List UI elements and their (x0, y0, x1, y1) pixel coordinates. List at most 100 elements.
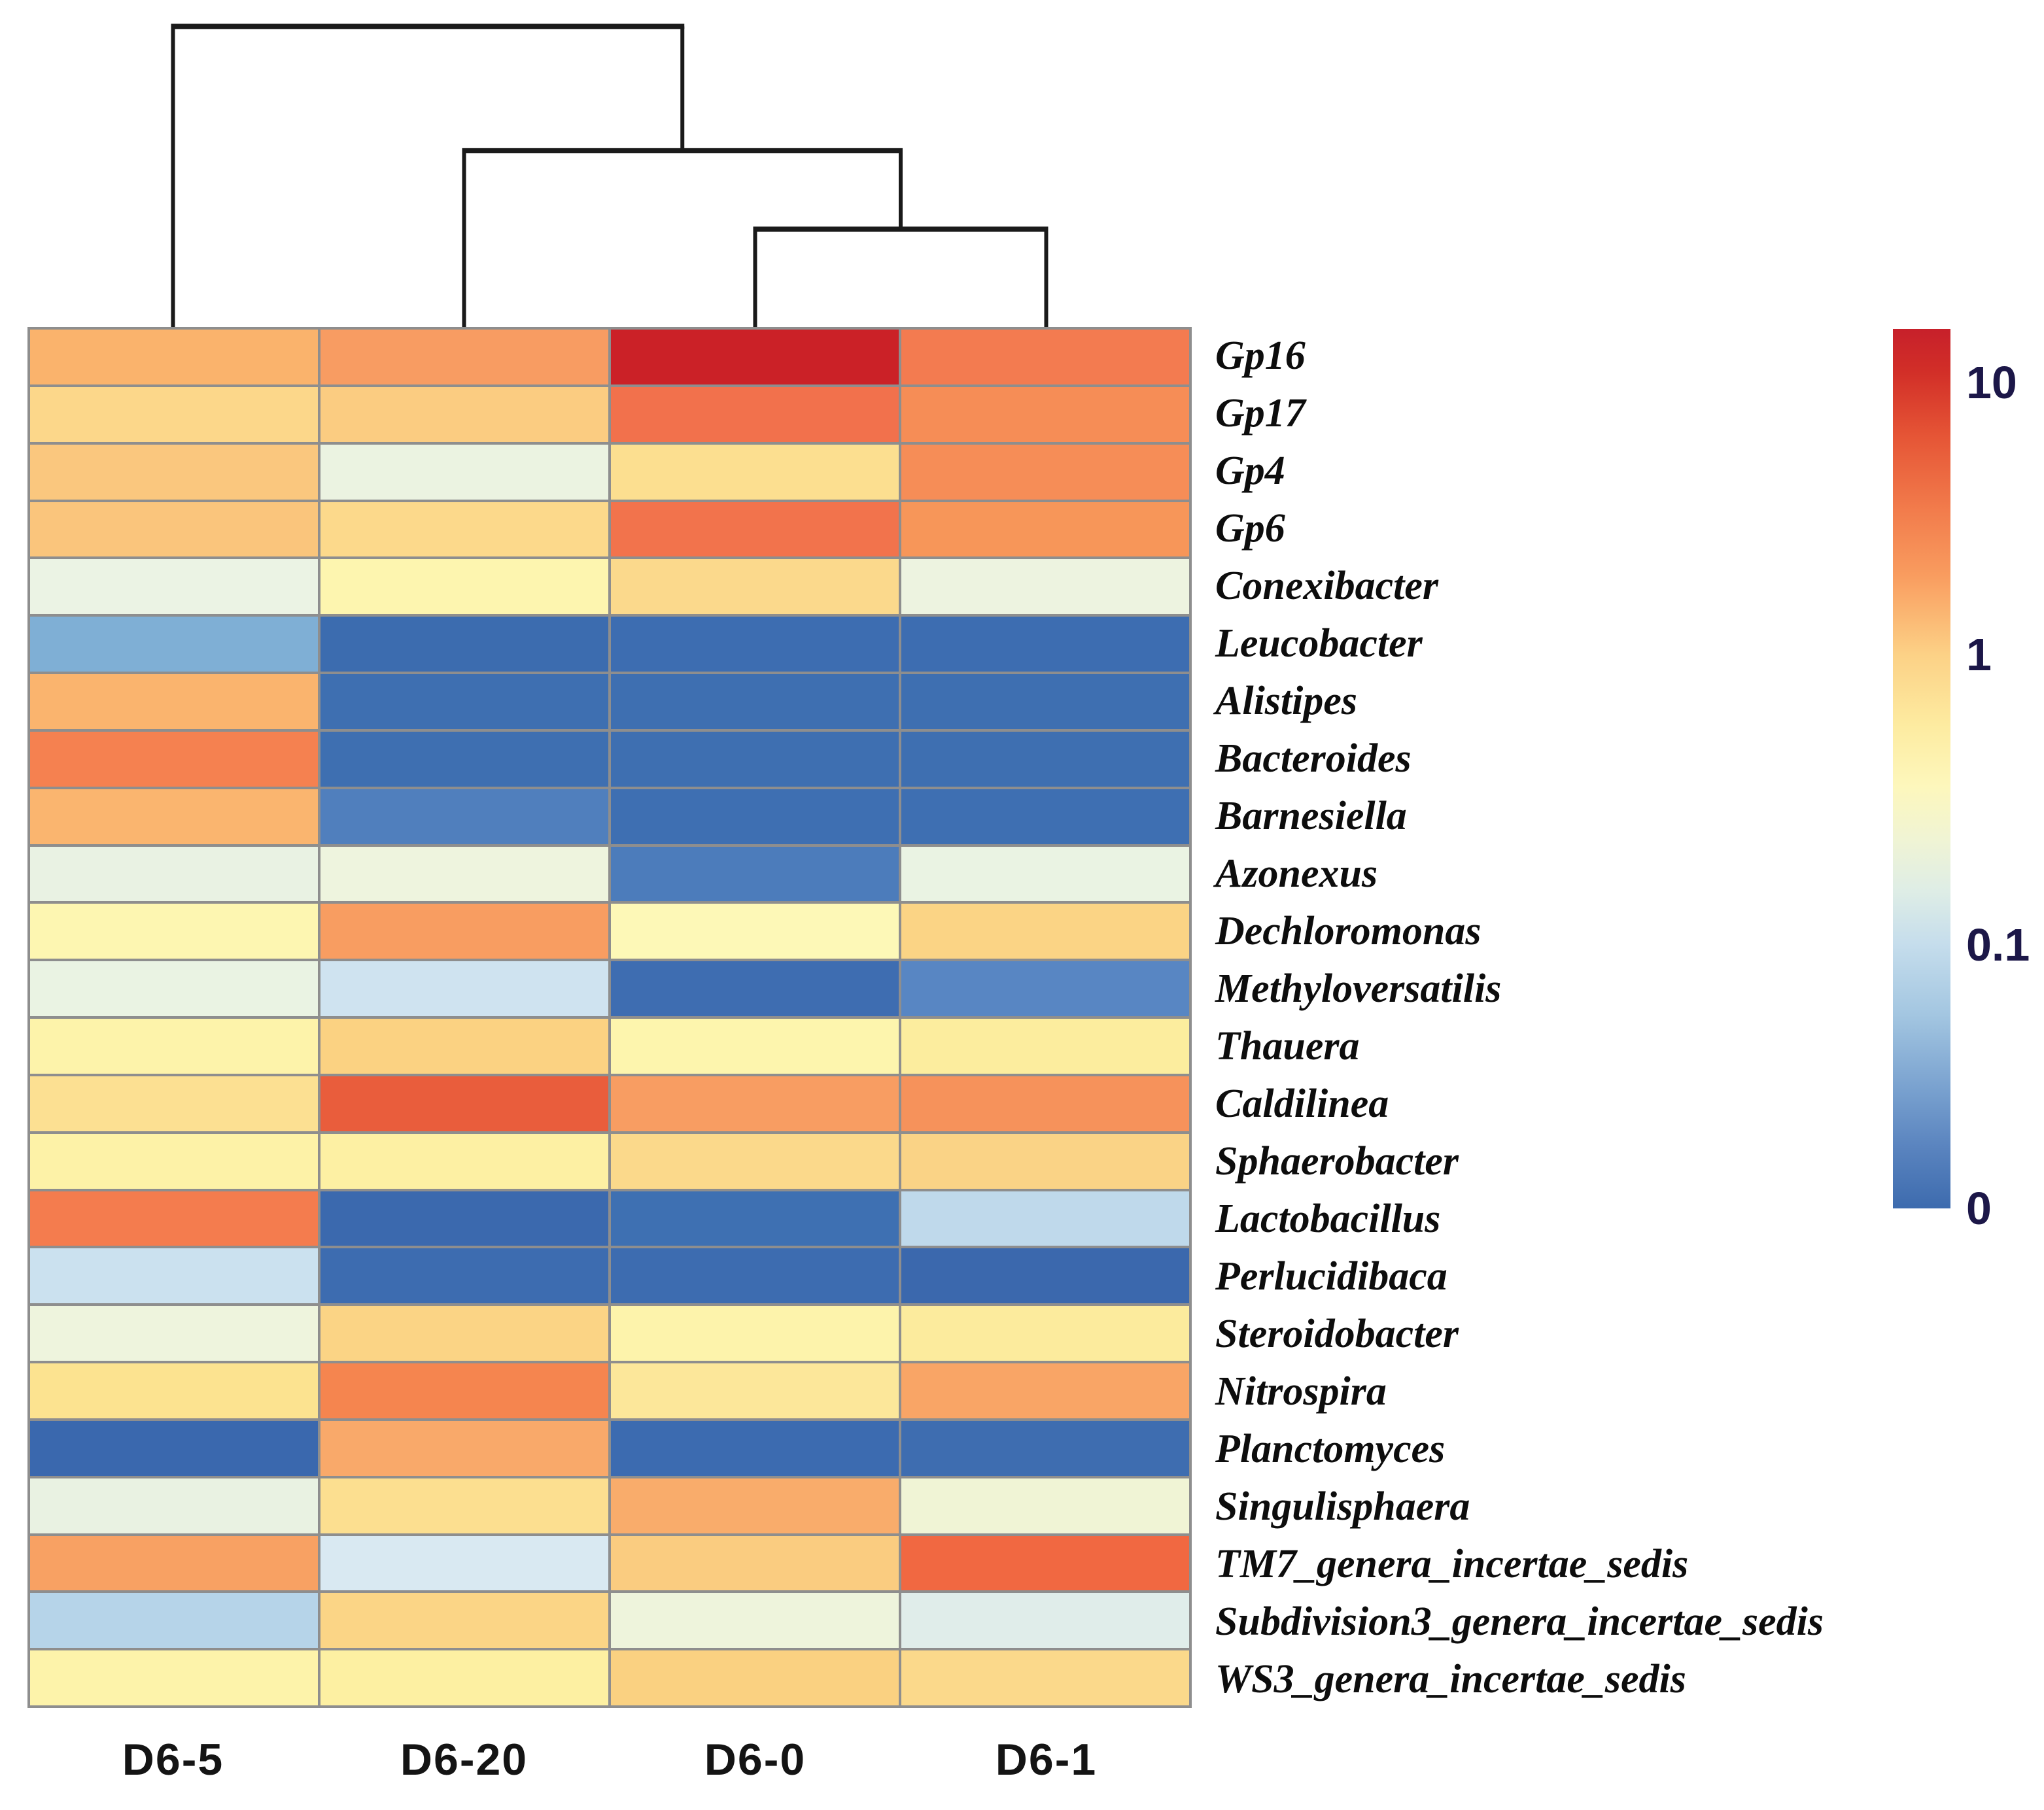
heatmap-cell-Lactobacillus-D6-20 (320, 1191, 608, 1246)
heatmap-cell-Conexibacter-D6-5 (30, 559, 318, 615)
heatmap-cell-Conexibacter-D6-1 (901, 559, 1189, 615)
heatmap-cell-Lactobacillus-D6-5 (30, 1191, 318, 1246)
row-label: Nitrospira (1215, 1369, 1387, 1414)
heatmap-cell-TM7_genera_incertae_sedis-D6-20 (320, 1535, 608, 1591)
row-labels: Gp16 Gp17 Gp4 Gp6 Conexibacter Leucobacter Ali… (1215, 327, 2043, 1708)
heatmap-cell-Conexibacter-D6-20 (320, 559, 608, 615)
heatmap-cell-Gp4-D6-1 (901, 444, 1189, 500)
row-label: Singulisphaera (1215, 1484, 1470, 1529)
heatmap-cell-Nitrospira-D6-0 (611, 1363, 899, 1418)
heatmap-cell-Thauera-D6-20 (320, 1019, 608, 1074)
heatmap-cell-Thauera-D6-0 (611, 1019, 899, 1074)
heatmap-cell-Bacteroides-D6-1 (901, 731, 1189, 787)
heatmap-cell-Perlucidibaca-D6-0 (611, 1248, 899, 1304)
heatmap-cell-Caldilinea-D6-0 (611, 1076, 899, 1131)
row-label: Sphaerobacter (1215, 1139, 1459, 1184)
heatmap-cell-WS3_genera_incertae_sedis-D6-0 (611, 1650, 899, 1705)
heatmap-cell-Lactobacillus-D6-0 (611, 1191, 899, 1246)
heatmap-cell-Planctomyces-D6-5 (30, 1420, 318, 1476)
heatmap-cell-Gp4-D6-20 (320, 444, 608, 500)
heatmap-cell-Planctomyces-D6-0 (611, 1420, 899, 1476)
heatmap-cell-Sphaerobacter-D6-20 (320, 1133, 608, 1189)
column-labels: D6-5 D6-20 D6-0 D6-1 (27, 1734, 1192, 1785)
heatmap-cell-Barnesiella-D6-0 (611, 789, 899, 844)
heatmap-cell-Gp16-D6-5 (30, 330, 318, 384)
heatmap-cell-Planctomyces-D6-20 (320, 1420, 608, 1476)
heatmap-cell-Gp4-D6-0 (611, 444, 899, 500)
heatmap-cell-Dechloromonas-D6-0 (611, 904, 899, 959)
colorbar-tick-label: 0.1 (1966, 919, 2030, 970)
heatmap-cell-Azonexus-D6-0 (611, 846, 899, 902)
heatmap-cell-Gp17-D6-5 (30, 386, 318, 442)
heatmap-cell-Planctomyces-D6-1 (901, 1420, 1189, 1476)
heatmap-cell-Sphaerobacter-D6-1 (901, 1133, 1189, 1189)
row-label: Dechloromonas (1215, 909, 1481, 953)
heatmap-cell-Gp6-D6-5 (30, 502, 318, 557)
column-label: D6-0 (704, 1735, 806, 1784)
row-label: Planctomyces (1215, 1427, 1446, 1471)
heatmap-cell-TM7_genera_incertae_sedis-D6-0 (611, 1535, 899, 1591)
heatmap-cell-Azonexus-D6-5 (30, 846, 318, 902)
heatmap-cell-Dechloromonas-D6-20 (320, 904, 608, 959)
heatmap-cell-Barnesiella-D6-5 (30, 789, 318, 844)
heatmap-cell-Gp17-D6-20 (320, 386, 608, 442)
row-label: Subdivision3_genera_incertae_sedis (1215, 1599, 1824, 1644)
heatmap-cell-Singulisphaera-D6-20 (320, 1478, 608, 1533)
heatmap-cell-WS3_genera_incertae_sedis-D6-20 (320, 1650, 608, 1705)
heatmap-cell-Steroidobacter-D6-20 (320, 1306, 608, 1361)
heatmap-cell-Methyloversatilis-D6-1 (901, 961, 1189, 1016)
heatmap-cell-Perlucidibaca-D6-5 (30, 1248, 318, 1304)
heatmap-cell-Alistipes-D6-5 (30, 674, 318, 729)
row-label: TM7_genera_incertae_sedis (1215, 1542, 1689, 1586)
heatmap-grid (27, 327, 1192, 1708)
heatmap-cell-Subdivision3_genera_incertae_sedis-D6-20 (320, 1593, 608, 1648)
row-label: Alistipes (1215, 679, 1358, 723)
row-label: Bacteroides (1215, 736, 1412, 781)
heatmap-cell-Azonexus-D6-1 (901, 846, 1189, 902)
heatmap-cell-Bacteroides-D6-5 (30, 731, 318, 787)
row-label: Azonexus (1215, 851, 1378, 896)
heatmap-cell-Alistipes-D6-0 (611, 674, 899, 729)
heatmap-cell-Subdivision3_genera_incertae_sedis-D6-0 (611, 1593, 899, 1648)
heatmap-cell-Singulisphaera-D6-0 (611, 1478, 899, 1533)
heatmap-cell-TM7_genera_incertae_sedis-D6-5 (30, 1535, 318, 1591)
heatmap-cell-Subdivision3_genera_incertae_sedis-D6-1 (901, 1593, 1189, 1648)
row-label: Methyloversatilis (1215, 966, 1502, 1011)
heatmap-cell-Alistipes-D6-1 (901, 674, 1189, 729)
heatmap-cell-Singulisphaera-D6-1 (901, 1478, 1189, 1533)
heatmap-cell-Methyloversatilis-D6-0 (611, 961, 899, 1016)
heatmap-cell-Gp17-D6-1 (901, 386, 1189, 442)
heatmap-cell-TM7_genera_incertae_sedis-D6-1 (901, 1535, 1189, 1591)
heatmap-cell-Steroidobacter-D6-5 (30, 1306, 318, 1361)
row-label: Gp6 (1215, 506, 1285, 551)
row-label: Steroidobacter (1215, 1312, 1459, 1356)
heatmap-cell-Thauera-D6-1 (901, 1019, 1189, 1074)
heatmap-cell-Gp16-D6-20 (320, 330, 608, 384)
heatmap-cell-Methyloversatilis-D6-5 (30, 961, 318, 1016)
heatmap-cell-Conexibacter-D6-0 (611, 559, 899, 615)
row-label: Gp17 (1215, 391, 1306, 435)
colorbar-tick-label: 1 (1966, 628, 1992, 680)
heatmap-cell-Alistipes-D6-20 (320, 674, 608, 729)
heatmap-cell-Gp16-D6-1 (901, 330, 1189, 384)
heatmap-cell-Dechloromonas-D6-1 (901, 904, 1189, 959)
heatmap-cell-Gp6-D6-20 (320, 502, 608, 557)
row-label: Lactobacillus (1215, 1197, 1441, 1241)
heatmap-cell-Caldilinea-D6-1 (901, 1076, 1189, 1131)
colorbar-tick-label: 0 (1966, 1183, 1992, 1234)
column-label: D6-5 (122, 1735, 224, 1784)
row-label: Caldilinea (1215, 1082, 1389, 1126)
heatmap-cell-Bacteroides-D6-0 (611, 731, 899, 787)
heatmap-cell-Nitrospira-D6-1 (901, 1363, 1189, 1418)
heatmap-cell-Gp6-D6-0 (611, 502, 899, 557)
heatmap-cell-Leucobacter-D6-5 (30, 617, 318, 672)
colorbar-gradient (1893, 329, 1950, 1208)
heatmap-cell-Nitrospira-D6-20 (320, 1363, 608, 1418)
colorbar-tick-label: 10 (1966, 357, 2017, 409)
heatmap-cell-Gp16-D6-0 (611, 330, 899, 384)
heatmap-cell-Bacteroides-D6-20 (320, 731, 608, 787)
heatmap-cell-Perlucidibaca-D6-20 (320, 1248, 608, 1304)
column-label: D6-20 (400, 1735, 528, 1784)
heatmap-cell-Gp6-D6-1 (901, 502, 1189, 557)
